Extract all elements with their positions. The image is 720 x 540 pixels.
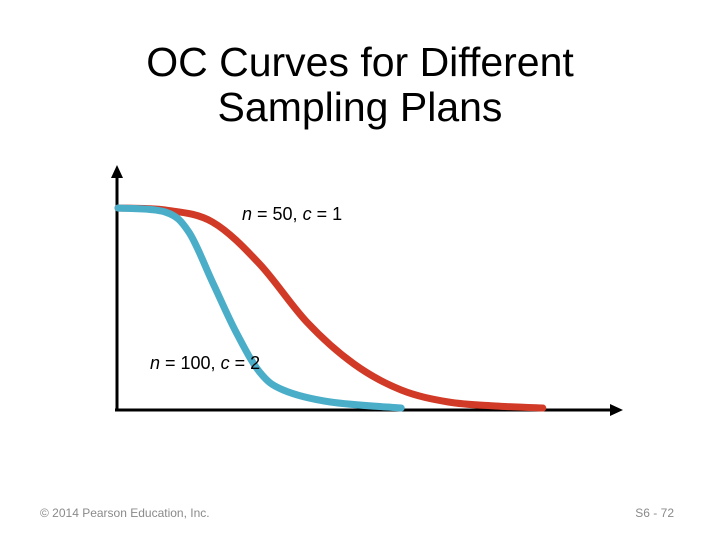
slide-title-line-1: OC Curves for Different	[146, 39, 574, 85]
slide-title-line-2: Sampling Plans	[217, 84, 503, 130]
y-axis-arrow	[111, 165, 123, 178]
footer-copyright: © 2014 Pearson Education, Inc.	[40, 506, 210, 520]
series-line-n50-c1	[114, 204, 547, 412]
series-label-n100-c2: n = 100, c = 2	[150, 353, 260, 373]
series-label-n50-c1: n = 50, c = 1	[242, 204, 342, 224]
x-axis-arrow	[610, 404, 623, 416]
footer-page-number: S6 - 72	[635, 506, 674, 520]
series-line-n100-c2	[114, 204, 405, 412]
slide-title: OC Curves for Different Sampling Plans	[0, 40, 720, 130]
